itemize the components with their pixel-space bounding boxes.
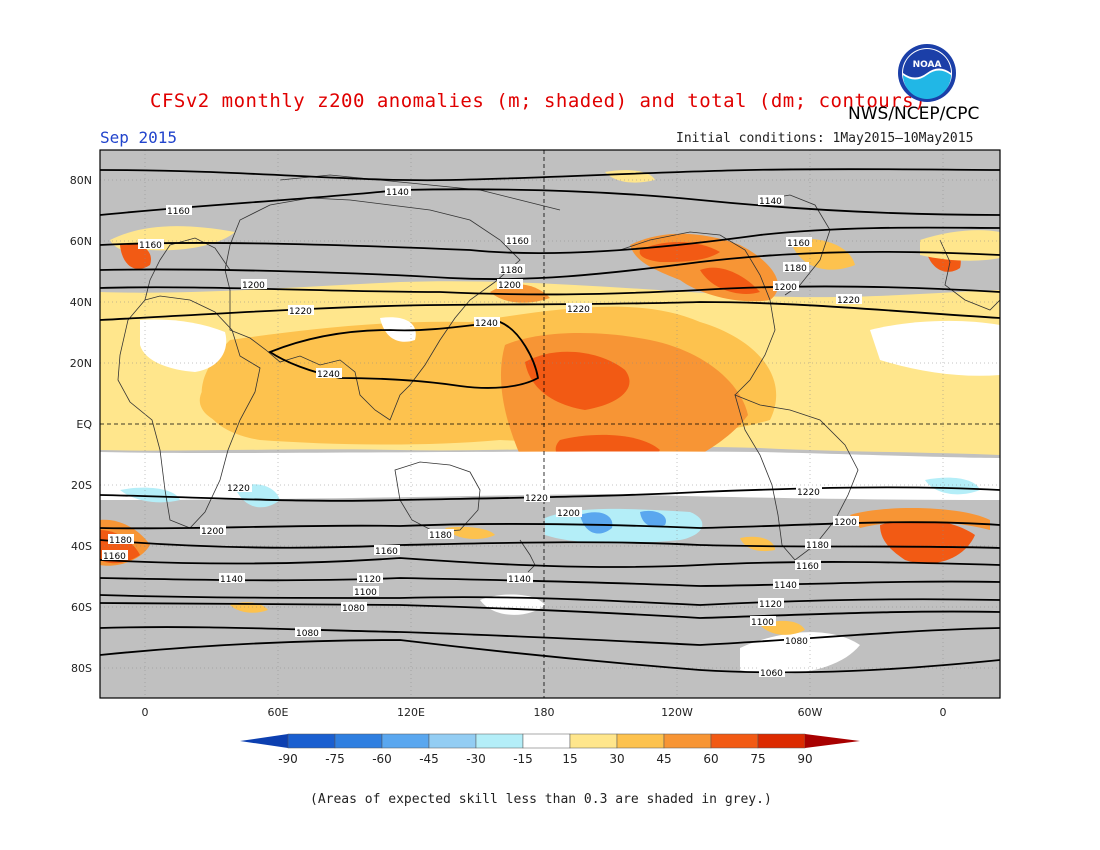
colorbar-label: -15	[513, 752, 533, 766]
contour-label: 1080	[785, 637, 808, 647]
map-frame	[99, 149, 1001, 699]
lon-label: 0	[940, 706, 947, 719]
contour-label: 1240	[475, 319, 498, 329]
gridlines	[100, 150, 1000, 698]
colorbar-label: 75	[750, 752, 765, 766]
lat-axis: 80N 60N 40N 20N EQ 20S 40S 60S 80S	[70, 174, 93, 675]
contour-label: 1160	[167, 207, 190, 217]
colorbar-label: 30	[609, 752, 624, 766]
contour-label: 1140	[508, 575, 531, 585]
anomaly-neg-sa	[925, 477, 980, 495]
colorbar-label: 90	[797, 752, 812, 766]
colorbar-label: -45	[419, 752, 439, 766]
contour-label: 1080	[342, 604, 365, 614]
contour-label: 1120	[759, 600, 782, 610]
agency-label: NWS/NCEP/CPC	[848, 104, 980, 124]
colorbar-label: -75	[325, 752, 345, 766]
neutral-antarctic	[740, 632, 860, 674]
noaa-logo-text: NOAA	[913, 60, 942, 70]
neutral-sa	[870, 320, 1000, 376]
contour-label: 1140	[759, 197, 782, 207]
lat-label: 40S	[71, 540, 92, 553]
colorbar: -90 -75 -60 -45 -30 -15 15 30 45 60 75 9…	[240, 733, 860, 766]
contour-label: 1240	[317, 370, 340, 380]
anomaly-sh-se-30	[850, 508, 990, 530]
contour-label: 1140	[220, 575, 243, 585]
contour-label: 1160	[796, 562, 819, 572]
contour-label: 1220	[567, 305, 590, 315]
contour-label: 1120	[358, 575, 381, 585]
contour-label: 1200	[557, 509, 580, 519]
anomaly-sh-se	[880, 519, 975, 564]
contour-label: 1080	[296, 629, 319, 639]
contour-label: 1100	[354, 588, 377, 598]
contour-label-group: 1140 1140 1160 1160 1160 1160 1180 1180 …	[102, 186, 862, 679]
noaa-logo: NOAA	[898, 44, 956, 102]
colorbar-label: -30	[466, 752, 486, 766]
anomaly-europe-45	[120, 243, 151, 269]
lat-label: 40N	[70, 296, 92, 309]
forecast-month: Sep 2015	[100, 128, 178, 147]
contour-lines	[100, 168, 1000, 674]
contour-label: 1200	[774, 283, 797, 293]
lat-label: 60N	[70, 235, 92, 248]
lon-label: 0	[142, 706, 149, 719]
contour-label: 1220	[837, 296, 860, 306]
anomaly-neg-pac-45b	[640, 510, 666, 527]
skill-footnote: (Areas of expected skill less than 0.3 a…	[310, 792, 772, 807]
contour-label: 1060	[760, 669, 783, 679]
contour-label: 1160	[506, 237, 529, 247]
contour-label: 1180	[784, 264, 807, 274]
colorbar-left-arrow	[240, 734, 288, 748]
contour-label: 1180	[109, 536, 132, 546]
anomaly-pos30-b	[199, 375, 249, 425]
lon-label: 180	[534, 706, 555, 719]
lat-label: 80N	[70, 174, 92, 187]
colorbar-label: -60	[372, 752, 392, 766]
contour-label: 1220	[525, 494, 548, 504]
contour-label: 1200	[242, 281, 265, 291]
contour-label: 1180	[806, 541, 829, 551]
contour-label: 1200	[201, 527, 224, 537]
contour-label: 1140	[774, 581, 797, 591]
lat-label: 20S	[71, 479, 92, 492]
contour-label: 1220	[797, 488, 820, 498]
lon-label: 60E	[268, 706, 289, 719]
colorbar-label: -90	[278, 752, 298, 766]
lon-label: 60W	[798, 706, 823, 719]
colorbar-right-arrow	[805, 734, 860, 748]
initial-conditions: Initial conditions: 1May2015–10May2015	[676, 131, 974, 146]
contour-label: 1140	[386, 188, 409, 198]
contour-label: 1100	[751, 618, 774, 628]
anomaly-sh-pos-sa	[740, 536, 775, 552]
lat-label: 60S	[71, 601, 92, 614]
coastlines	[117, 174, 1000, 573]
colorbar-label: 60	[703, 752, 718, 766]
contour-label: 1160	[103, 552, 126, 562]
lat-label: 80S	[71, 662, 92, 675]
lat-label: 20N	[70, 357, 92, 370]
contour-label: 1200	[498, 281, 521, 291]
anomaly-pos60	[525, 351, 630, 410]
contour-label: 1160	[787, 239, 810, 249]
map-title: CFSv2 monthly z200 anomalies (m; shaded)…	[150, 90, 927, 112]
colorbar-label: 45	[656, 752, 671, 766]
contour-label: 1160	[139, 241, 162, 251]
contour-label: 1160	[375, 547, 398, 557]
colorbar-label: 15	[562, 752, 577, 766]
lon-label: 120E	[397, 706, 425, 719]
neutral-south-band	[100, 451, 1000, 500]
contour-label: 1180	[500, 266, 523, 276]
contour-label: 1200	[834, 518, 857, 528]
anomaly-neg-pac-45	[580, 512, 613, 534]
lat-label: EQ	[76, 418, 92, 431]
neutral-africa	[140, 319, 227, 372]
lon-axis: 0 60E 120E 180 120W 60W 0	[142, 706, 947, 719]
lon-label: 120W	[661, 706, 693, 719]
contour-label: 1220	[227, 484, 250, 494]
contour-label: 1180	[429, 531, 452, 541]
contour-label: 1220	[289, 307, 312, 317]
